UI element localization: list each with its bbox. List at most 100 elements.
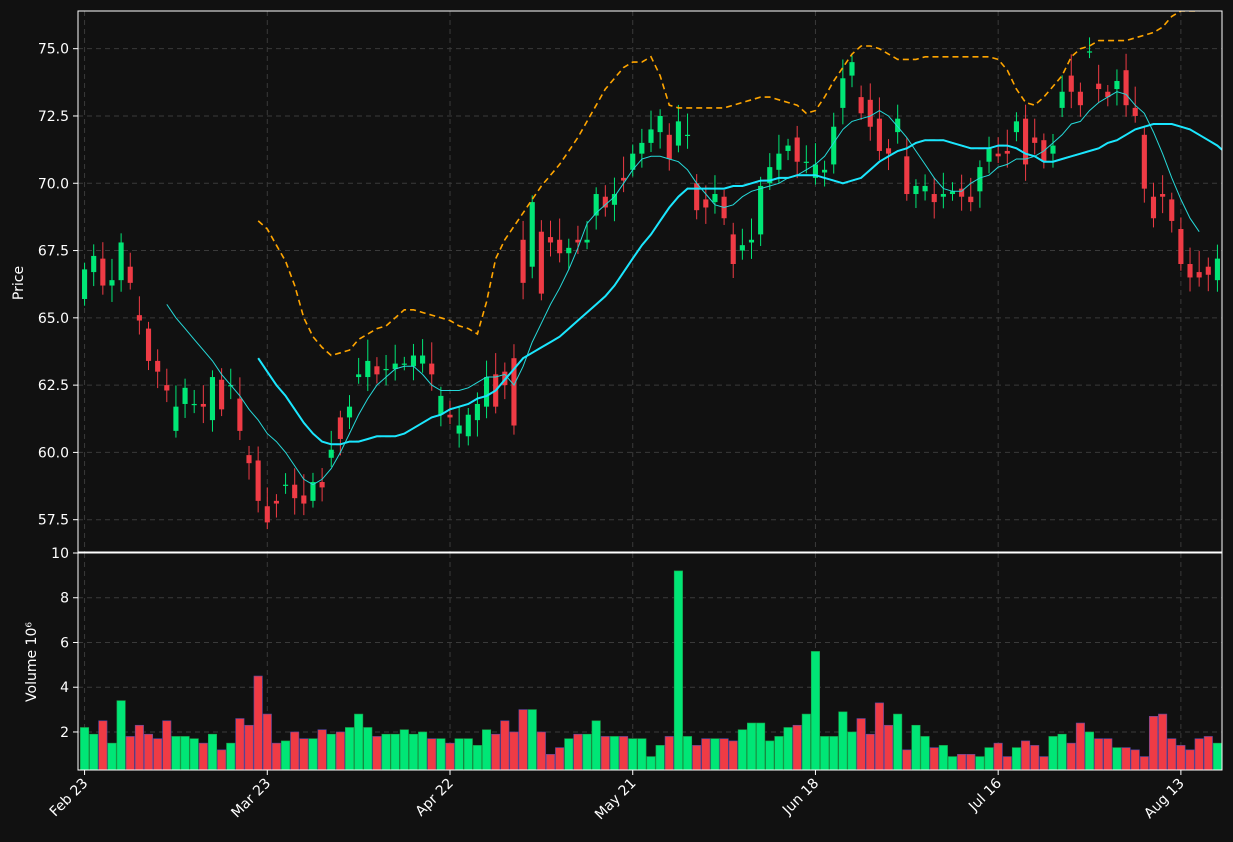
volume-bar [1085, 731, 1095, 770]
volume-bar [1167, 738, 1177, 770]
volume-bar [290, 731, 300, 770]
price-tick-label: 62.5 [38, 378, 69, 394]
candle-body [456, 425, 462, 434]
candle-body [538, 231, 544, 294]
volume-bar [144, 733, 154, 770]
candle-body [127, 266, 133, 283]
candle-body [401, 363, 407, 365]
candle-body [1150, 196, 1157, 219]
volume-bar [125, 736, 135, 770]
volume-bar [710, 738, 720, 770]
candle-body [794, 137, 800, 162]
volume-bar [865, 733, 875, 770]
volume-bar [116, 700, 126, 770]
volume-bar [902, 749, 912, 770]
fast-moving-average-line [166, 91, 1200, 486]
candle-body [1123, 70, 1129, 106]
volume-bar [683, 736, 693, 770]
candle-body [959, 188, 965, 197]
candle-body [511, 358, 517, 426]
volume-bar [317, 729, 327, 770]
volume-bar [1148, 716, 1158, 770]
candle-body [648, 129, 654, 143]
price-axis-label: Price [11, 266, 27, 300]
candle-body [748, 239, 755, 243]
volume-bar [354, 713, 364, 770]
candle-body [219, 379, 225, 410]
volume-bar [345, 727, 355, 770]
volume-tick-label: 2 [60, 725, 69, 741]
candle-body [849, 62, 855, 76]
candle-body [191, 403, 197, 406]
volume-bar [774, 736, 784, 770]
volume-bar [399, 729, 409, 770]
volume-bar [673, 570, 683, 770]
candle-body [1114, 80, 1120, 90]
candle-body [684, 134, 691, 137]
candle-body [885, 148, 892, 154]
volume-bar [546, 754, 556, 770]
volume-bar [957, 754, 967, 770]
candle-body [264, 506, 270, 523]
volume-bar [1158, 713, 1168, 770]
candle-body [109, 280, 115, 286]
candle-body [767, 167, 773, 184]
volume-bar [920, 736, 930, 770]
volume-bar [929, 747, 939, 770]
candle-body [840, 78, 846, 108]
candle-body [1187, 264, 1193, 278]
volume-bar [1130, 749, 1140, 770]
price-tick-label: 60.0 [38, 445, 69, 461]
lower-band-line [257, 11, 1200, 357]
volume-bar [838, 711, 848, 770]
candle-body [812, 164, 819, 178]
volume-bar [207, 733, 217, 770]
volume-bar [1203, 736, 1213, 770]
volume-bar [180, 736, 190, 770]
volume-bar [198, 742, 208, 770]
candle-body [867, 99, 873, 127]
volume-bar [847, 731, 857, 770]
candle-body [328, 449, 334, 458]
volume-bar [408, 733, 418, 770]
volume-bar [664, 736, 674, 770]
volume-tick-label: 10 [51, 546, 69, 562]
volume-bar [947, 756, 957, 770]
candle-body [1132, 107, 1138, 116]
candle-body [200, 403, 206, 407]
candle-body [145, 328, 152, 361]
volume-bar [993, 742, 1003, 770]
candle-body [209, 377, 216, 421]
candle-body [666, 134, 672, 160]
volume-bar [299, 738, 309, 770]
volume-bar [938, 745, 948, 770]
candle-body [639, 142, 645, 154]
candle-body [995, 153, 1001, 157]
candle-body [730, 234, 736, 265]
volume-tick-label: 8 [60, 591, 69, 607]
candle-body [949, 191, 956, 195]
candle-body [383, 368, 389, 371]
candle-body [255, 460, 261, 501]
price-tick-label: 70.0 [38, 176, 69, 192]
candle-body [968, 196, 974, 203]
candle-body [657, 115, 663, 133]
candle-body [895, 118, 901, 133]
volume-bar [655, 745, 665, 770]
volume-bar [564, 738, 574, 770]
candle-body [136, 315, 142, 321]
candle-body [557, 239, 563, 254]
volume-bar [728, 740, 738, 770]
volume-bar [463, 738, 473, 770]
volume-bar [472, 745, 482, 770]
candle-body [273, 500, 279, 504]
candle-body [931, 194, 937, 203]
candle-body [337, 417, 343, 439]
volume-bar [1185, 749, 1195, 770]
volume-bar [171, 736, 181, 770]
candle-body [566, 247, 572, 254]
candle-body [822, 169, 828, 173]
price-tick-label: 67.5 [38, 244, 69, 260]
candle-body [1105, 91, 1111, 98]
